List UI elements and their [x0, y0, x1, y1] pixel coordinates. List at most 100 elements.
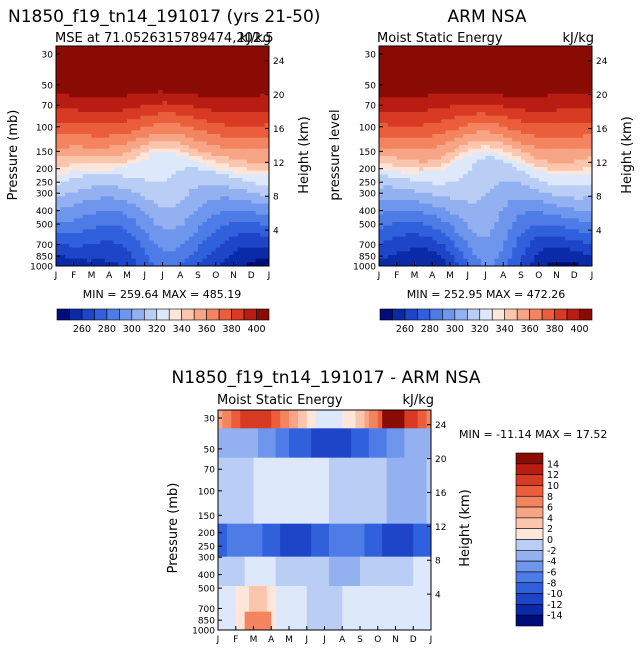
contour-cell	[260, 119, 265, 124]
contour-cell	[184, 90, 190, 95]
contour-cell	[583, 181, 588, 186]
contour-cell	[450, 115, 455, 120]
contour-cell	[60, 251, 66, 256]
contour-cell	[153, 225, 159, 230]
contour-cell	[242, 134, 248, 139]
contour-cell	[166, 251, 172, 256]
contour-cell	[396, 101, 402, 106]
contour-cell	[100, 159, 106, 164]
contour-cell	[211, 218, 217, 223]
contour-cell	[82, 97, 88, 102]
contour-cell	[87, 49, 92, 54]
contour-cell	[60, 97, 66, 102]
contour-cell	[498, 57, 504, 62]
contour-cell	[82, 196, 88, 201]
contour-cell	[113, 115, 119, 120]
contour-cell	[135, 222, 141, 227]
contour-cell	[233, 185, 239, 190]
contour-cell	[100, 86, 106, 91]
contour-cell	[153, 152, 159, 157]
contour-cell	[215, 181, 221, 186]
contour-cell	[476, 101, 482, 106]
contour-cell	[211, 93, 217, 98]
contour-cell	[476, 159, 482, 164]
contour-cell	[171, 222, 177, 227]
contour-cell	[583, 178, 588, 183]
contour-cell	[387, 170, 393, 175]
contour-cell	[149, 108, 155, 113]
contour-cell	[215, 236, 221, 241]
contour-cell	[144, 163, 150, 168]
contour-cell	[260, 192, 265, 197]
contour-cell	[211, 240, 217, 245]
contour-cell	[175, 189, 181, 194]
contour-cell	[379, 64, 384, 69]
contour-cell	[246, 218, 252, 223]
contour-cell	[463, 75, 469, 80]
contour-cell	[387, 174, 393, 179]
contour-cell	[569, 101, 575, 106]
contour-cell	[127, 82, 132, 87]
contour-cell	[60, 262, 66, 267]
contour-cell	[521, 115, 526, 120]
contour-cell	[260, 203, 265, 208]
contour-cell	[211, 203, 217, 208]
contour-cell	[171, 236, 177, 241]
contour-cell	[396, 112, 402, 117]
contour-cell	[467, 163, 473, 168]
contour-cell	[229, 200, 234, 205]
contour-cell	[109, 247, 115, 252]
contour-cell	[392, 82, 398, 87]
contour-cell	[198, 163, 203, 168]
contour-cell	[242, 203, 248, 208]
contour-cell	[158, 123, 163, 128]
contour-cell	[60, 137, 66, 142]
contour-cell	[180, 79, 186, 84]
contour-cell	[131, 60, 137, 65]
contour-cell	[516, 108, 522, 113]
contour-cell	[396, 108, 402, 113]
contour-cell	[458, 152, 464, 157]
contour-cell	[481, 181, 486, 186]
contour-cell	[175, 159, 181, 164]
contour-cell	[560, 145, 566, 150]
contour-cell	[414, 130, 420, 135]
contour-cell	[144, 225, 150, 230]
contour-cell	[260, 46, 265, 51]
contour-cell	[445, 46, 451, 51]
contour-cell	[578, 53, 584, 58]
contour-cell	[215, 145, 221, 150]
contour-cell	[441, 170, 446, 175]
contour-cell	[122, 68, 128, 73]
contour-cell	[175, 115, 181, 120]
contour-cell	[60, 222, 66, 227]
contour-cell	[525, 137, 531, 142]
contour-cell	[237, 189, 243, 194]
contour-cell	[534, 141, 540, 146]
contour-cell	[180, 93, 186, 98]
contour-cell	[578, 167, 584, 172]
contour-cell	[229, 141, 234, 146]
contour-cell	[104, 126, 110, 131]
contour-cell	[534, 134, 540, 139]
contour-cell	[91, 185, 97, 190]
contour-cell	[264, 152, 270, 157]
contour-cell	[432, 112, 438, 117]
contour-cell	[149, 152, 155, 157]
contour-cell	[100, 244, 106, 249]
contour-cell	[215, 258, 221, 263]
contour-cell	[206, 104, 212, 109]
contour-cell	[454, 141, 460, 146]
contour-cell	[242, 218, 248, 223]
contour-cell	[543, 170, 549, 175]
contour-cell	[242, 137, 248, 142]
contour-cell	[396, 97, 402, 102]
contour-cell	[556, 79, 562, 84]
contour-cell	[387, 137, 393, 142]
contour-cell	[211, 185, 217, 190]
contour-cell	[450, 90, 455, 95]
contour-cell	[153, 233, 159, 238]
contour-cell	[180, 49, 186, 54]
contour-cell	[401, 178, 407, 183]
contour-cell	[560, 163, 566, 168]
